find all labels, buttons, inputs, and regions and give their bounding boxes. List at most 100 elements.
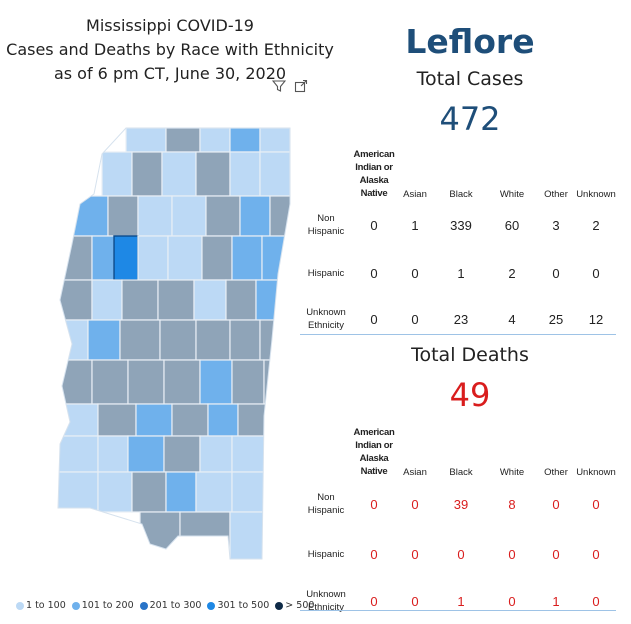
map-county[interactable] (101, 151, 133, 197)
legend-item[interactable]: > 500 (275, 600, 314, 611)
table-row: Non Hispanic 0 1 339 60 3 2 (300, 200, 616, 250)
map-county[interactable] (113, 235, 139, 281)
map-county[interactable] (121, 279, 159, 321)
map-county[interactable] (157, 279, 195, 321)
table-cell: 3 (552, 217, 560, 233)
table-cell: 0 (508, 593, 516, 609)
map-county[interactable] (58, 235, 93, 281)
map-county[interactable] (199, 435, 233, 473)
map-county[interactable] (207, 403, 239, 437)
map-county[interactable] (263, 359, 292, 405)
table-cell: 8 (508, 496, 516, 512)
map-county[interactable] (229, 319, 261, 361)
map-county[interactable] (171, 403, 209, 437)
legend-item[interactable]: 101 to 200 (71, 600, 134, 611)
map-county[interactable] (58, 403, 99, 437)
focus-mode-icon[interactable] (294, 78, 308, 93)
map-county[interactable] (91, 279, 123, 321)
map-county[interactable] (97, 471, 133, 513)
table-header-row: American Indian or Alaska Native Asian B… (300, 148, 616, 200)
map-county[interactable] (231, 359, 265, 405)
legend-item[interactable]: 1 to 100 (16, 600, 66, 611)
map-county[interactable] (135, 403, 173, 437)
column-header: Unknown (576, 467, 616, 478)
map-county[interactable] (201, 235, 233, 281)
map-county[interactable] (231, 235, 263, 281)
map-county[interactable] (58, 319, 89, 361)
legend-label: 201 to 300 (149, 600, 202, 611)
map-county[interactable] (159, 319, 197, 361)
map-county[interactable] (137, 195, 173, 237)
map-county[interactable] (193, 279, 227, 321)
map-county[interactable] (265, 435, 292, 473)
map-county[interactable] (225, 279, 257, 321)
map-county[interactable] (137, 235, 169, 281)
map-county[interactable] (195, 151, 231, 197)
map-county[interactable] (97, 403, 137, 437)
map-county[interactable] (231, 471, 267, 513)
map-county[interactable] (267, 403, 292, 437)
map-county[interactable] (87, 319, 121, 361)
map-county[interactable] (119, 319, 161, 361)
legend-item[interactable]: 201 to 300 (139, 600, 202, 611)
map-county[interactable] (261, 235, 292, 281)
map-county[interactable] (97, 435, 129, 473)
table-cell: 0 (370, 311, 378, 327)
map-county[interactable] (199, 359, 233, 405)
map-county[interactable] (165, 471, 197, 513)
map-county[interactable] (195, 319, 231, 361)
table-cell: 1 (411, 217, 419, 233)
map-county[interactable] (229, 151, 261, 197)
visual-header-icons (271, 78, 308, 93)
map-county[interactable] (163, 359, 201, 405)
map-county[interactable] (167, 235, 203, 281)
table-cell: 0 (552, 496, 560, 512)
row-header: Unknown Ethnicity (306, 307, 346, 331)
map-county[interactable] (231, 435, 267, 473)
legend-label: > 500 (285, 600, 315, 611)
map-county[interactable] (237, 403, 269, 437)
map-county[interactable] (131, 151, 163, 197)
map-county[interactable] (259, 151, 290, 197)
map-county[interactable] (259, 319, 292, 361)
table-cell: 0 (370, 217, 378, 233)
map-county[interactable] (91, 359, 129, 405)
map-county[interactable] (58, 435, 99, 473)
county-name: Leflore (405, 22, 535, 61)
map-county[interactable] (131, 471, 167, 513)
map-county[interactable] (125, 128, 167, 153)
map-county[interactable] (127, 359, 165, 405)
map-county[interactable] (91, 235, 115, 281)
table-row: Unknown Ethnicity 0 0 23 4 25 12 (300, 296, 616, 342)
legend-item[interactable]: 301 to 500 (207, 600, 269, 611)
map-county[interactable] (229, 128, 261, 153)
map-county[interactable] (205, 195, 241, 237)
legend-label: 301 to 500 (217, 600, 270, 611)
deaths-table: American Indian or Alaska Native Asian B… (300, 426, 616, 624)
table-cell: 39 (453, 496, 469, 512)
map-county[interactable] (165, 128, 201, 153)
map-county[interactable] (127, 435, 165, 473)
table-cell: 0 (592, 593, 600, 609)
map-county[interactable] (107, 195, 139, 237)
map-county[interactable] (259, 128, 290, 153)
legend-dot-icon (16, 601, 24, 610)
map-county[interactable] (229, 511, 265, 562)
map-county[interactable] (199, 128, 231, 153)
table-row: Non Hispanic 0 0 39 8 0 0 (300, 478, 616, 530)
map-county[interactable] (161, 151, 197, 197)
map-county[interactable] (58, 471, 99, 513)
map-county[interactable] (163, 435, 201, 473)
total-deaths-value: 49 (449, 376, 491, 414)
map-county[interactable] (265, 471, 292, 513)
map-county[interactable] (195, 471, 233, 513)
table-cell: 0 (411, 311, 419, 327)
table-cell: 2 (592, 217, 600, 233)
map-county[interactable] (179, 511, 231, 562)
map-county[interactable] (139, 511, 181, 562)
map-county[interactable] (239, 195, 271, 237)
filter-icon[interactable] (271, 78, 287, 92)
table-cell: 0 (592, 546, 600, 562)
map-county[interactable] (171, 195, 207, 237)
table-cell: 1 (457, 265, 465, 281)
